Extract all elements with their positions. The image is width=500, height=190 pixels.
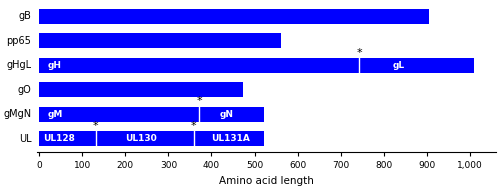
Text: gH: gH xyxy=(48,61,62,70)
Text: *: * xyxy=(356,48,362,58)
Text: UL131A: UL131A xyxy=(212,134,250,143)
Text: UL130: UL130 xyxy=(126,134,157,143)
Bar xyxy=(200,107,264,122)
Text: gB: gB xyxy=(18,11,32,21)
X-axis label: Amino acid length: Amino acid length xyxy=(219,176,314,186)
Bar xyxy=(360,58,474,73)
Text: gO: gO xyxy=(18,85,32,95)
Text: gHgL: gHgL xyxy=(6,60,32,70)
Text: gN: gN xyxy=(220,110,234,119)
Bar xyxy=(39,9,430,24)
Bar xyxy=(39,131,96,146)
Text: pp65: pp65 xyxy=(6,36,32,46)
Bar xyxy=(39,58,360,73)
Text: UL128: UL128 xyxy=(44,134,76,143)
Bar xyxy=(39,82,243,97)
Text: *: * xyxy=(93,121,98,131)
Text: gL: gL xyxy=(392,61,404,70)
Bar xyxy=(39,33,281,48)
Text: gMgN: gMgN xyxy=(4,109,32,119)
Text: UL: UL xyxy=(19,134,32,144)
Text: gM: gM xyxy=(48,110,63,119)
Text: *: * xyxy=(191,121,196,131)
Bar xyxy=(96,131,194,146)
Text: *: * xyxy=(196,97,202,106)
Bar xyxy=(39,107,200,122)
Bar xyxy=(194,131,264,146)
